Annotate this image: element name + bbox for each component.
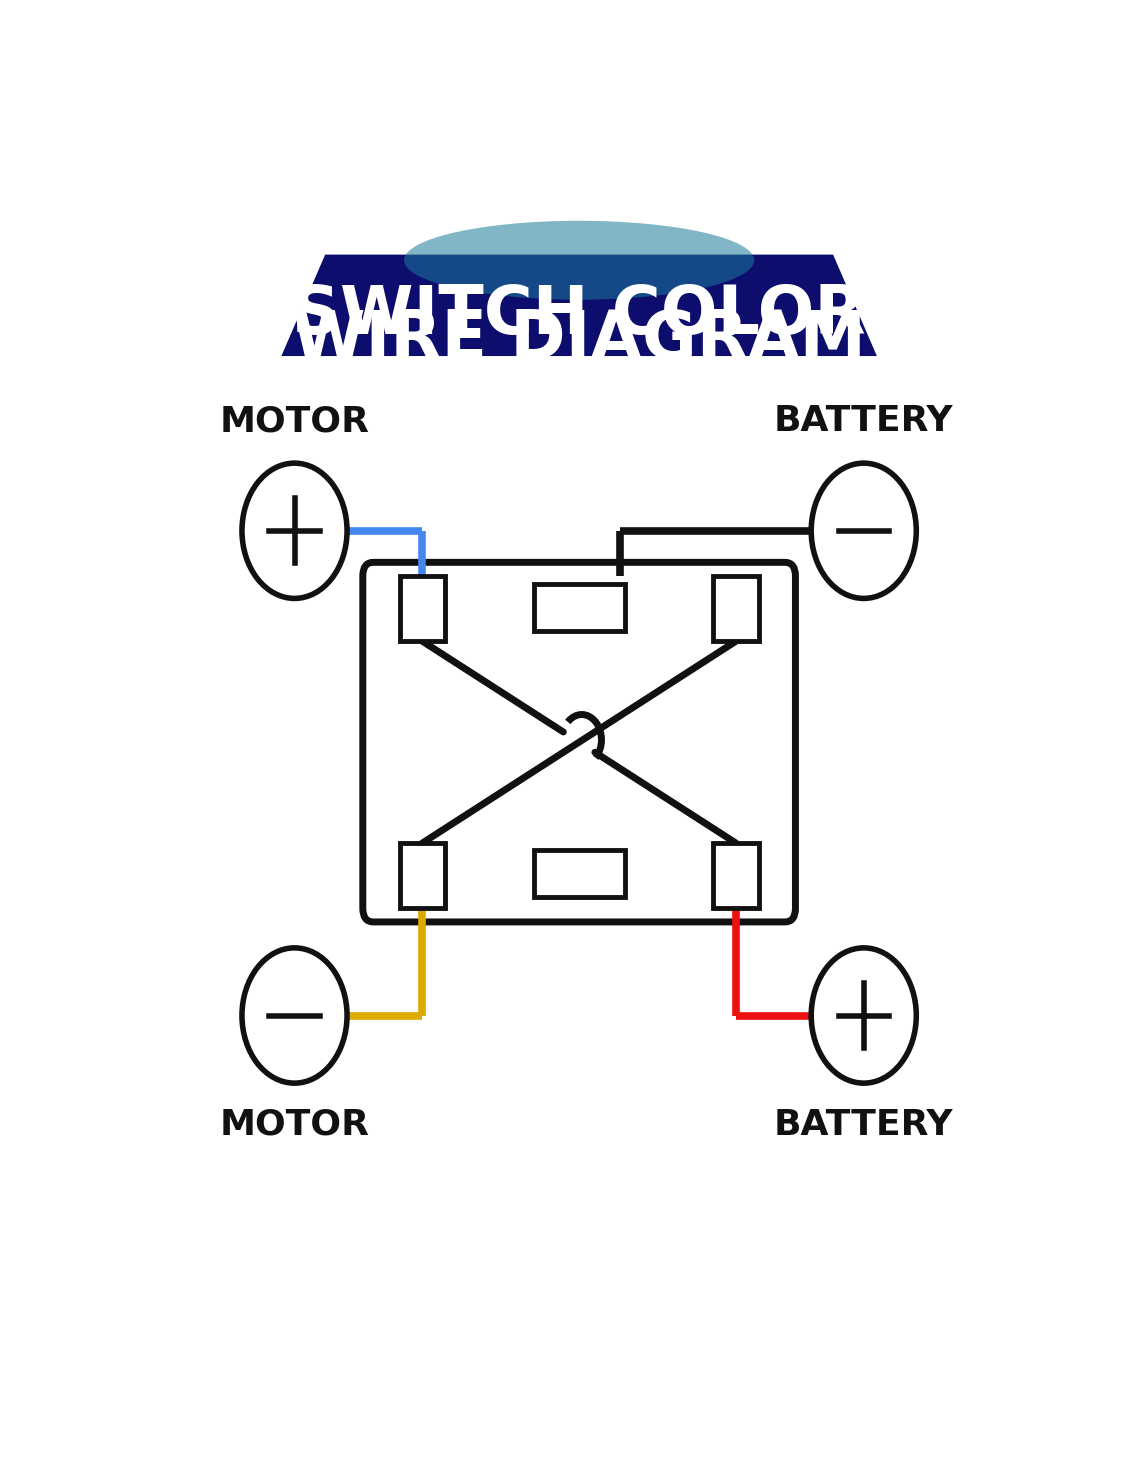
- Text: BATTERY: BATTERY: [774, 1108, 954, 1142]
- Polygon shape: [281, 255, 877, 356]
- Bar: [533, 584, 625, 631]
- Bar: [533, 851, 625, 897]
- Bar: [400, 843, 445, 908]
- Text: WIRE DIAGRAM: WIRE DIAGRAM: [293, 307, 866, 373]
- Bar: [400, 575, 445, 641]
- Text: BATTERY: BATTERY: [774, 404, 954, 438]
- Bar: [713, 575, 758, 641]
- FancyBboxPatch shape: [363, 562, 796, 922]
- Bar: [713, 843, 758, 908]
- Text: SWITCH COLOR: SWITCH COLOR: [293, 283, 866, 348]
- Text: MOTOR: MOTOR: [219, 404, 370, 438]
- Ellipse shape: [405, 221, 755, 300]
- Text: MOTOR: MOTOR: [219, 1108, 370, 1142]
